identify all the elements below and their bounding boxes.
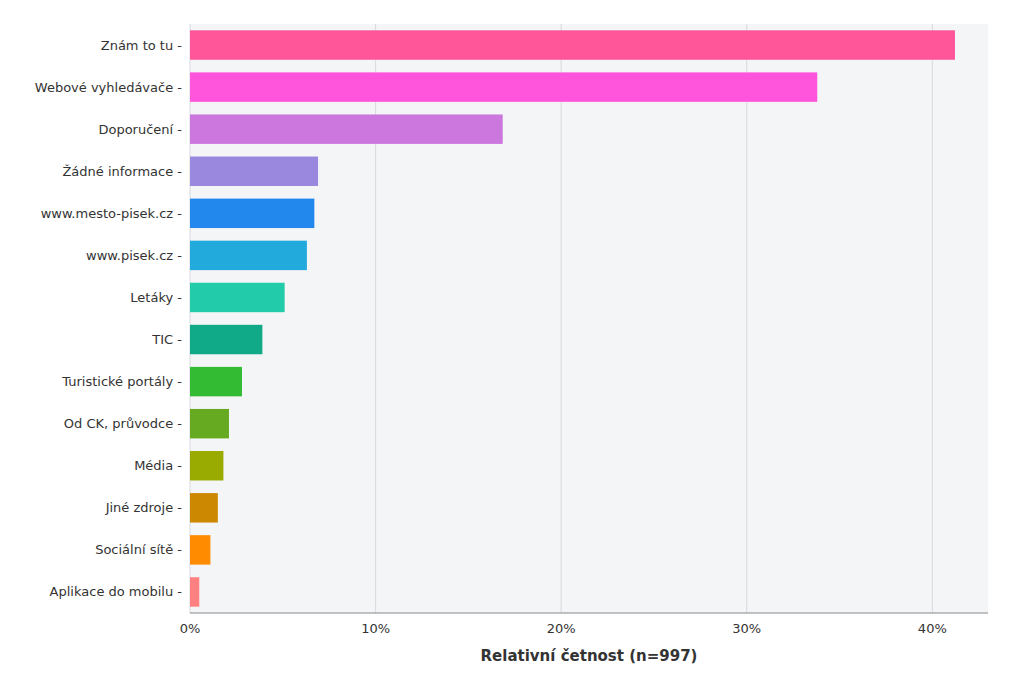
bar [190, 325, 262, 354]
bar [190, 409, 229, 438]
y-tick-label: Turistické portály - [61, 374, 182, 389]
x-tick-label: 20% [547, 621, 576, 636]
bar [190, 493, 218, 522]
x-tick-label: 0% [180, 621, 201, 636]
bar [190, 114, 503, 143]
bar [190, 157, 318, 186]
y-tick-label: Od CK, průvodce - [64, 416, 182, 431]
grid-line [561, 24, 562, 613]
y-tick-label: Jiné zdroje - [105, 500, 183, 515]
y-tick-label: Aplikace do mobilu - [50, 584, 183, 599]
y-tick-label: Sociální sítě - [95, 542, 182, 557]
y-tick-label: Letáky - [130, 290, 182, 305]
plot-area [190, 24, 988, 613]
bar [190, 367, 242, 396]
y-tick-label: Znám to tu - [101, 38, 183, 53]
grid-line [190, 24, 191, 613]
y-tick-label: Žádné informace - [62, 164, 182, 179]
y-tick-label: Doporučení - [98, 122, 182, 137]
x-axis-label: Relativní četnost (n=997) [481, 647, 698, 665]
x-axis-line [190, 613, 988, 614]
chart: 0% 10% 20% 30% 40% Aplikace do mobilu - Sociál… [0, 0, 1024, 683]
y-tick-label: Webové vyhledávače - [35, 80, 183, 95]
bar [190, 577, 199, 606]
bar [190, 283, 285, 312]
y-tick-label: TIC - [151, 332, 182, 347]
grid-line [932, 24, 933, 613]
y-tick-label: www.pisek.cz - [86, 248, 182, 263]
bar [190, 241, 307, 270]
bars [190, 30, 955, 606]
grid-line [375, 24, 376, 613]
bar [190, 30, 955, 59]
y-tick-label: Média - [134, 458, 182, 473]
bar [190, 199, 314, 228]
bar [190, 72, 817, 101]
bar [190, 535, 210, 564]
y-tick-label: www.mesto-pisek.cz - [41, 206, 183, 221]
x-tick-label: 10% [361, 621, 390, 636]
x-tick-label: 40% [918, 621, 947, 636]
x-tick-label: 30% [732, 621, 761, 636]
bar [190, 451, 223, 480]
grid-line [746, 24, 747, 613]
